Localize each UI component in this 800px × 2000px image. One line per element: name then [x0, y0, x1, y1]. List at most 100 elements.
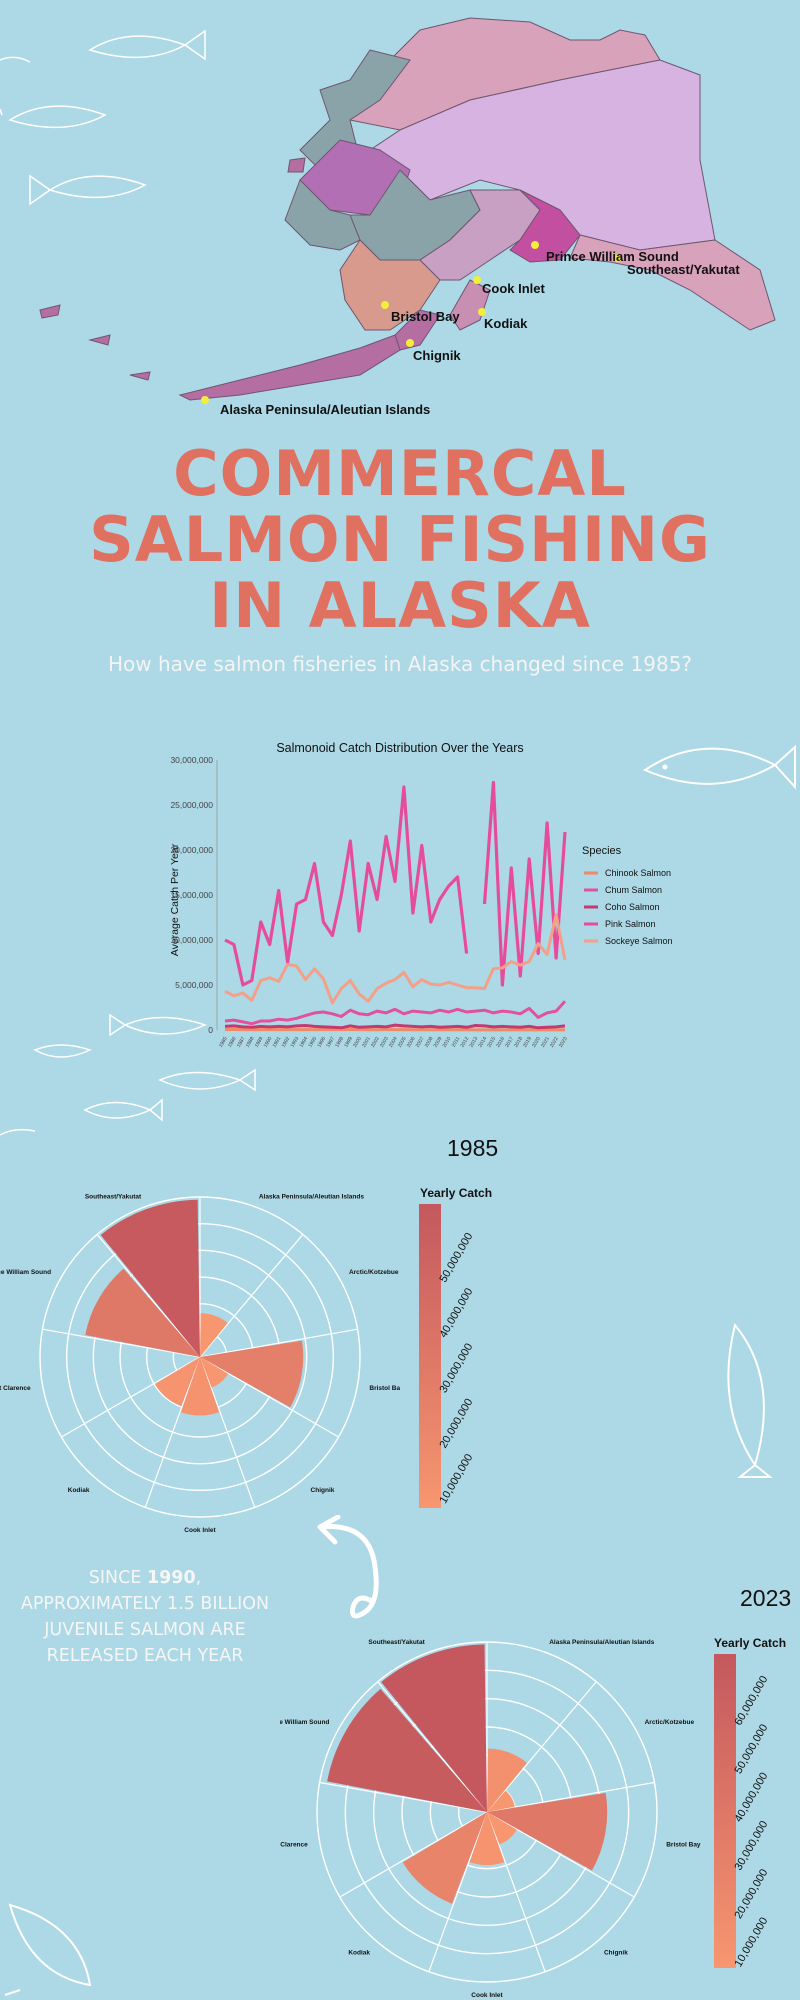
grid-spoke [96, 1234, 201, 1358]
x-tick-label: 1999 [343, 1036, 354, 1049]
legend-label: Sockeye Salmon [605, 936, 673, 946]
colorbar-tick-label: 10,000,000 [732, 1916, 770, 1970]
x-tick-label: 2002 [370, 1036, 381, 1049]
grid-spoke [428, 1811, 488, 1972]
polar-category-label: Cook Inlet [184, 1527, 216, 1534]
legend-label: Pink Salmon [605, 919, 656, 929]
polar-category-label: Arctic/Kotzebue [349, 1269, 399, 1276]
region-kuskokwim [284, 179, 361, 251]
legend-label: Chum Salmon [605, 885, 662, 895]
curved-arrow-icon [317, 1515, 379, 1619]
grid-spoke [199, 1234, 304, 1358]
x-tick-label: 2021 [540, 1036, 551, 1049]
marker-kodiak [478, 308, 486, 316]
x-tick-label: 2019 [522, 1036, 533, 1049]
marker-bristol-bay [381, 301, 389, 309]
map-label-southeast-yakutat: Southeast/Yakutat [627, 262, 740, 277]
polar-category-label: Kodiak [68, 1487, 90, 1494]
x-tick-label: 2012 [460, 1036, 471, 1049]
polar-bar [402, 1812, 487, 1904]
region-chignik [394, 309, 441, 351]
grid-spoke [339, 1811, 488, 1898]
page-subtitle: How have salmon fisheries in Alaska chan… [107, 652, 693, 676]
polar-category-label: Arctic/Kotzebue [645, 1719, 695, 1726]
legend-label: Coho Salmon [605, 902, 660, 912]
alaska-map: Prince William Sound Southeast/Yakutat C… [0, 17, 776, 417]
polar-category-label: Chignik [311, 1487, 335, 1494]
colorbar-rect [419, 1204, 441, 1508]
polar-category-label: Alaska Peninsula/Aleutian Islands [549, 1639, 655, 1646]
x-tick-label: 2001 [361, 1036, 372, 1049]
polar-category-label: Chignik [604, 1949, 628, 1956]
map-label-prince-william-sound: Prince William Sound [546, 249, 679, 264]
x-tick-label: 1989 [254, 1036, 265, 1049]
polar-labels: Southeast/Yakutat Alaska Peninsula/Aleuti… [0, 1193, 400, 1534]
vertical-salmon-icon [727, 1322, 773, 1478]
map-label-chignik: Chignik [413, 348, 461, 363]
x-tick-label: 2022 [549, 1036, 560, 1049]
colorbar-tick-label: 20,000,000 [732, 1867, 770, 1921]
region-bristol-bay [339, 239, 441, 331]
series-line-chum-salmon [224, 1000, 567, 1026]
colorbar-tick-label: 20,000,000 [437, 1397, 475, 1451]
grid-spoke [61, 1356, 201, 1438]
y-tick-label: 30,000,000 [170, 755, 213, 765]
polar-bar [200, 1357, 229, 1388]
polar-bar [381, 1644, 487, 1812]
x-tick-label: 2020 [531, 1036, 542, 1049]
polar-bar [487, 1812, 517, 1845]
grid-spoke [144, 1356, 201, 1508]
marker-prince-william-sound [531, 241, 539, 249]
x-tick-label: 2014 [477, 1036, 488, 1049]
colorbar-tick-label: 50,000,000 [437, 1231, 475, 1285]
polar-bar [100, 1199, 200, 1357]
colorbar-tick-label: 30,000,000 [437, 1341, 475, 1395]
grid-spoke [377, 1681, 488, 1813]
x-tick-label: 2007 [415, 1036, 426, 1049]
y-tick-label: 15,000,000 [170, 890, 213, 900]
region-markers [201, 241, 622, 404]
bottom-fish-icon [4, 1903, 92, 1996]
polar-bars [327, 1644, 608, 1904]
x-tick-label: 2004 [388, 1036, 399, 1049]
colorbar-title-1985: Yearly Catch [420, 1186, 493, 1200]
x-tick-label: 2008 [424, 1036, 435, 1049]
marker-chignik [406, 339, 414, 347]
x-tick-label: 1993 [290, 1036, 301, 1049]
hatchery-note: SINCE 1990, APPROXIMATELY 1.5 BILLION JU… [20, 1565, 270, 1669]
colorbar-2023: 10,000,00020,000,00030,000,00040,000,000… [714, 1654, 770, 1970]
x-tick-label: 1987 [236, 1036, 247, 1049]
polar-bar [327, 1688, 487, 1812]
x-tick-label: 1997 [325, 1036, 336, 1049]
polar-bar [200, 1313, 228, 1357]
colorbar-1985: 10,000,00020,000,00030,000,00040,000,000… [419, 1204, 475, 1508]
legend-title: Species [582, 845, 622, 857]
polar-category-label: Alaska Peninsula/Aleutian Islands [259, 1193, 365, 1200]
x-tick-label: 2005 [397, 1036, 408, 1049]
grid-spoke [199, 1356, 339, 1438]
region-prince-william-sound [509, 189, 581, 263]
marker-southeast [614, 254, 622, 262]
x-tick-label: 2000 [352, 1036, 363, 1049]
y-tick-label: 0 [208, 1025, 213, 1035]
map-label-bristol-bay: Bristol Bay [391, 309, 460, 324]
polar-grid [316, 1641, 658, 1983]
x-tick-label: 2016 [495, 1036, 506, 1049]
grid-spoke [319, 1781, 488, 1813]
x-tick-label: 1992 [281, 1036, 292, 1049]
map-label-cook-inlet: Cook Inlet [482, 281, 546, 296]
fish-school-icon [0, 1013, 256, 1136]
series-line-sockeye-salmon [224, 913, 567, 1005]
region-kodiak [449, 279, 491, 331]
series-line-pink-salmon [224, 780, 567, 987]
note-rest: , APPROXIMATELY 1.5 BILLION JUVENILE SAL… [20, 1568, 270, 1666]
x-tick-label: 2006 [406, 1036, 417, 1049]
polar-bar [154, 1357, 200, 1407]
x-tick-label: 1998 [334, 1036, 345, 1049]
polar-category-label: Southeast/Yakutat [85, 1193, 142, 1200]
polar-category-label: Kodiak [348, 1949, 370, 1956]
colorbar-rect [714, 1654, 736, 1968]
polar-bar [85, 1268, 200, 1357]
colorbar-tick-label: 30,000,000 [732, 1819, 770, 1873]
marker-peninsula [201, 396, 209, 404]
